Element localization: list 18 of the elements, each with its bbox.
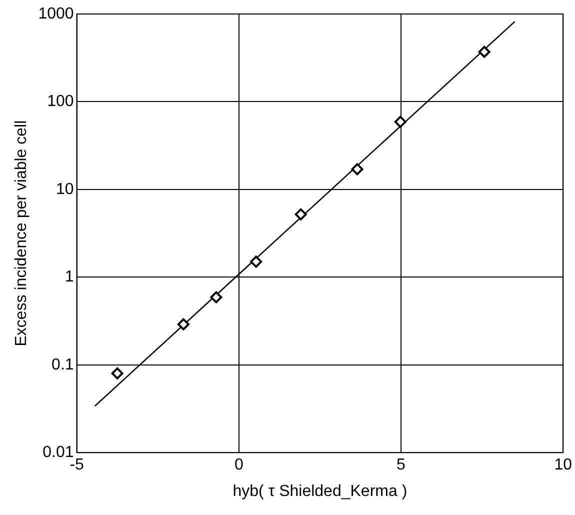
y-tick-label: 100	[47, 93, 74, 110]
point	[351, 163, 364, 176]
point	[177, 318, 190, 330]
y-tick-label: 0.1	[52, 356, 74, 374]
point	[294, 208, 307, 220]
y-tick-label: 1000	[38, 5, 74, 22]
point	[111, 367, 124, 380]
point	[478, 46, 490, 58]
x-tick-label: 0	[234, 456, 244, 474]
y-tick-label: 1	[64, 268, 74, 286]
x-tick-label: 10	[554, 456, 572, 474]
point	[250, 256, 262, 268]
y-axis-title: Excess incidence per viable cell	[13, 120, 30, 346]
x-axis-title: hyb( τ Shielded_Kerma )	[232, 482, 408, 500]
point	[394, 116, 406, 128]
y-tick-label: 10	[56, 180, 74, 198]
x-tick-label: 5	[396, 456, 406, 474]
point	[210, 291, 222, 304]
